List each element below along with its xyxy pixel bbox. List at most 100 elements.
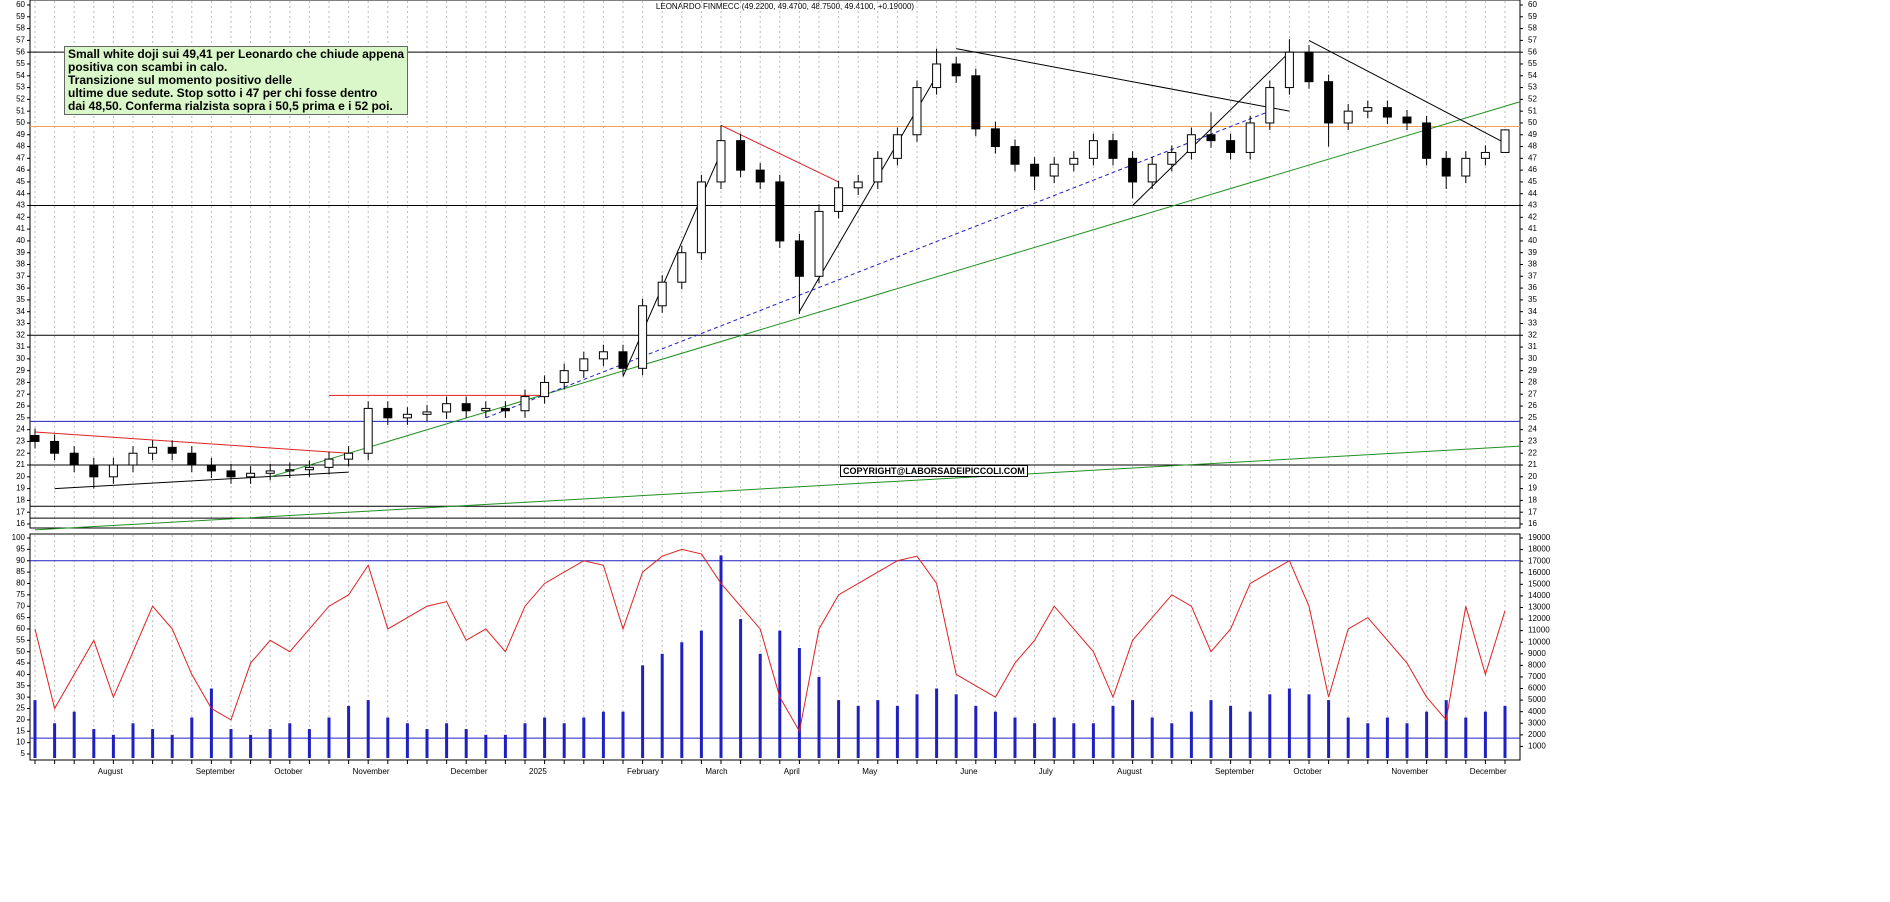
candle-body [304,466,314,471]
trendline [622,152,722,377]
y-tick-label: 53 [1528,83,1537,92]
candle-body [814,210,824,277]
y-tick-label: 26 [1528,401,1537,410]
volume-bar [1307,694,1311,758]
candle-body [971,75,981,130]
y-tick-label: 20 [1528,472,1537,481]
volume-bar [680,642,684,758]
volume-bar [993,711,997,758]
x-tick-label: April [784,767,800,776]
y-tick-label: 45 [1528,177,1537,186]
trendline [34,431,349,454]
y-tick-label: 25 [1528,413,1537,422]
candle-body [1304,51,1314,83]
oscillator-line [34,548,1506,733]
y-tick-label: 39 [16,248,25,257]
candle-body [1324,81,1334,124]
candle-body [657,281,667,307]
candle-body [383,407,393,419]
volume-tick-label: 9000 [1528,649,1546,658]
y-tick-label: 52 [16,94,25,103]
y-tick-label: 26 [16,401,25,410]
volume-bar [935,688,939,758]
candle-body [69,452,79,466]
volume-bar [484,734,488,758]
volume-bar [190,717,194,758]
y-tick-label: 43 [16,201,25,210]
volume-bar [1503,705,1507,758]
y-tick-label: 35 [1528,295,1537,304]
volume-bar [719,555,723,758]
trendline [956,48,1290,112]
candle-body [324,458,334,468]
candle-body [1226,140,1236,153]
x-tick-label: October [274,767,303,776]
y-tick-label: 31 [1528,342,1537,351]
osc-tick-label: 20 [16,715,25,724]
y-tick-label: 41 [16,224,25,233]
candle-body [1441,157,1451,177]
y-tick-label: 57 [1528,35,1537,44]
y-tick-label: 51 [1528,106,1537,115]
y-tick-label: 33 [16,319,25,328]
candle-body [89,464,99,478]
y-tick-label: 21 [1528,460,1537,469]
candle-body [736,140,746,171]
candle-body [1402,116,1412,124]
trendline [54,471,349,490]
volume-bar [915,694,919,758]
candle-body [1265,87,1275,124]
candle-body [912,87,922,136]
y-tick-label: 40 [16,236,25,245]
annotation-box: Small white doji sui 49,41 per Leonardo … [64,46,409,115]
osc-tick-label: 85 [16,567,25,576]
volume-bar [1091,723,1095,758]
volume-tick-label: 8000 [1528,660,1546,669]
candle-body [1108,140,1118,159]
y-tick-label: 34 [1528,307,1537,316]
y-tick-label: 30 [1528,354,1537,363]
x-tick-label: November [353,767,390,776]
candle-body [990,128,1000,148]
y-tick-label: 22 [16,448,25,457]
volume-bar [288,723,292,758]
candle-body [265,470,275,474]
volume-bar [1052,717,1056,758]
candle-body [1167,151,1177,165]
y-tick-label: 18 [1528,496,1537,505]
candle-body [1128,157,1138,183]
candle-body [638,305,648,369]
volume-bar [151,729,155,758]
y-tick-label: 24 [16,425,25,434]
y-tick-label: 30 [16,354,25,363]
candle-body [618,351,628,369]
y-tick-label: 27 [1528,389,1537,398]
osc-tick-label: 25 [16,704,25,713]
y-tick-label: 47 [16,153,25,162]
annotation-line: dai 48,50. Conferma rialzista sopra i 50… [68,99,393,113]
volume-tick-label: 19000 [1528,533,1551,542]
y-tick-label: 60 [16,0,25,9]
candle-body [461,403,471,412]
volume-bar [229,729,233,758]
volume-tick-label: 3000 [1528,718,1546,727]
volume-tick-label: 18000 [1528,545,1551,554]
volume-bar [503,734,507,758]
volume-bar [1425,711,1429,758]
osc-tick-label: 60 [16,624,25,633]
y-tick-label: 56 [16,47,25,56]
y-tick-label: 52 [1528,94,1537,103]
volume-tick-label: 5000 [1528,695,1546,704]
candle-body [520,396,530,412]
y-tick-label: 50 [1528,118,1537,127]
volume-bar [347,705,351,758]
volume-bar [817,676,821,758]
x-tick-label: July [1039,767,1053,776]
y-tick-label: 24 [1528,425,1537,434]
y-tick-label: 42 [16,212,25,221]
candle-body [892,134,902,159]
y-tick-label: 54 [16,71,25,80]
y-tick-label: 44 [1528,189,1537,198]
